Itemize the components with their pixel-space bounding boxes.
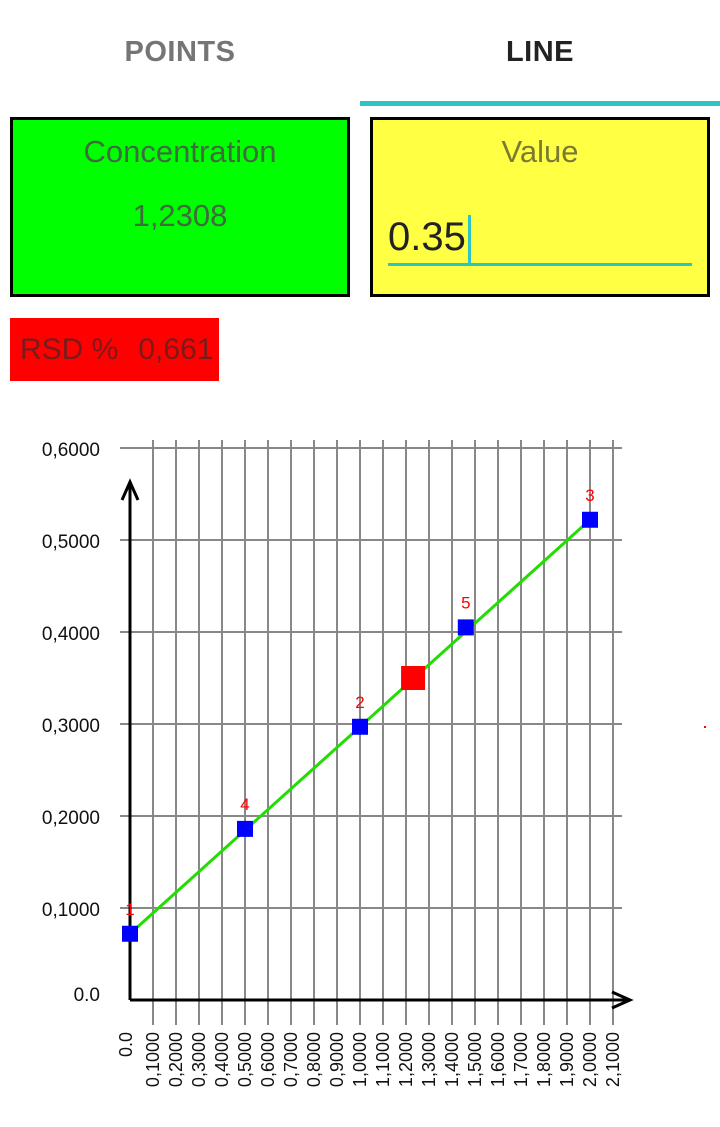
x-tick-label: 0,9000 <box>327 1032 347 1087</box>
x-tick-label: 1,8000 <box>534 1032 554 1087</box>
rsd-label: RSD % <box>20 332 119 366</box>
x-tick-label: 1,4000 <box>442 1032 462 1087</box>
x-tick-label: 0,8000 <box>304 1032 324 1087</box>
tab-indicator <box>360 101 720 106</box>
x-tick-label: 0,6000 <box>258 1032 278 1087</box>
value-panel: Value <box>370 117 710 297</box>
data-point-label: 1 <box>125 900 134 919</box>
x-tick-label: 0,4000 <box>212 1032 232 1087</box>
x-tick-label: 0,1000 <box>143 1032 163 1087</box>
data-point-label: 3 <box>585 486 594 505</box>
x-tick-label: 0.0 <box>116 1032 136 1057</box>
calibration-chart: 0.00,10000,20000,30000,40000,50000,60000… <box>42 440 706 1087</box>
x-tick-label: 1,2000 <box>396 1032 416 1087</box>
rsd-value: 0,661 <box>138 332 214 366</box>
x-tick-label: 1,7000 <box>511 1032 531 1087</box>
x-tick-label: 2,0000 <box>580 1032 600 1087</box>
data-point-label: 2 <box>355 693 364 712</box>
data-point-label: 4 <box>240 795 249 814</box>
x-tick-label: 1,5000 <box>465 1032 485 1087</box>
x-tick-label: 2,1000 <box>603 1032 623 1087</box>
tab-bar: POINTS LINE <box>0 0 720 106</box>
tab-points[interactable]: POINTS <box>124 35 236 68</box>
x-tick-label: 1,9000 <box>557 1032 577 1087</box>
y-tick-label: 0,1000 <box>42 900 100 921</box>
tab-line[interactable]: LINE <box>505 35 575 68</box>
y-tick-label: 0,3000 <box>42 716 100 737</box>
x-axis-arrow <box>611 990 634 1010</box>
result-point <box>401 666 426 690</box>
y-tick-label: 0,6000 <box>42 440 100 461</box>
concentration-value: 1,2308 <box>132 198 228 233</box>
data-point <box>582 511 598 528</box>
text-cursor <box>468 215 471 265</box>
concentration-title: Concentration <box>83 134 277 169</box>
concentration-panel: Concentration 1,2308 <box>10 117 350 297</box>
x-tick-label: 0,5000 <box>235 1032 255 1087</box>
rsd-badge: RSD % 0,661 <box>10 318 219 381</box>
data-point <box>237 820 253 837</box>
data-point <box>122 925 138 942</box>
x-tick-label: 1,3000 <box>419 1032 439 1087</box>
value-input[interactable] <box>388 216 692 266</box>
x-tick-label: 0,7000 <box>281 1032 301 1087</box>
y-tick-label: 0,2000 <box>42 808 100 829</box>
value-title: Value <box>501 134 579 169</box>
x-tick-label: 0,2000 <box>166 1032 186 1087</box>
y-tick-label: 0.0 <box>74 985 100 1006</box>
y-axis-arrow <box>120 478 140 501</box>
data-point <box>457 619 474 636</box>
data-point-label: 5 <box>461 593 470 612</box>
data-point <box>352 718 368 735</box>
x-tick-label: 1,1000 <box>373 1032 393 1087</box>
stray-dot <box>704 726 706 728</box>
x-tick-label: 1,6000 <box>488 1032 508 1087</box>
x-tick-label: 0,3000 <box>189 1032 209 1087</box>
x-tick-label: 1,0000 <box>350 1032 370 1087</box>
y-tick-label: 0,5000 <box>42 532 100 553</box>
y-tick-label: 0,4000 <box>42 624 100 645</box>
